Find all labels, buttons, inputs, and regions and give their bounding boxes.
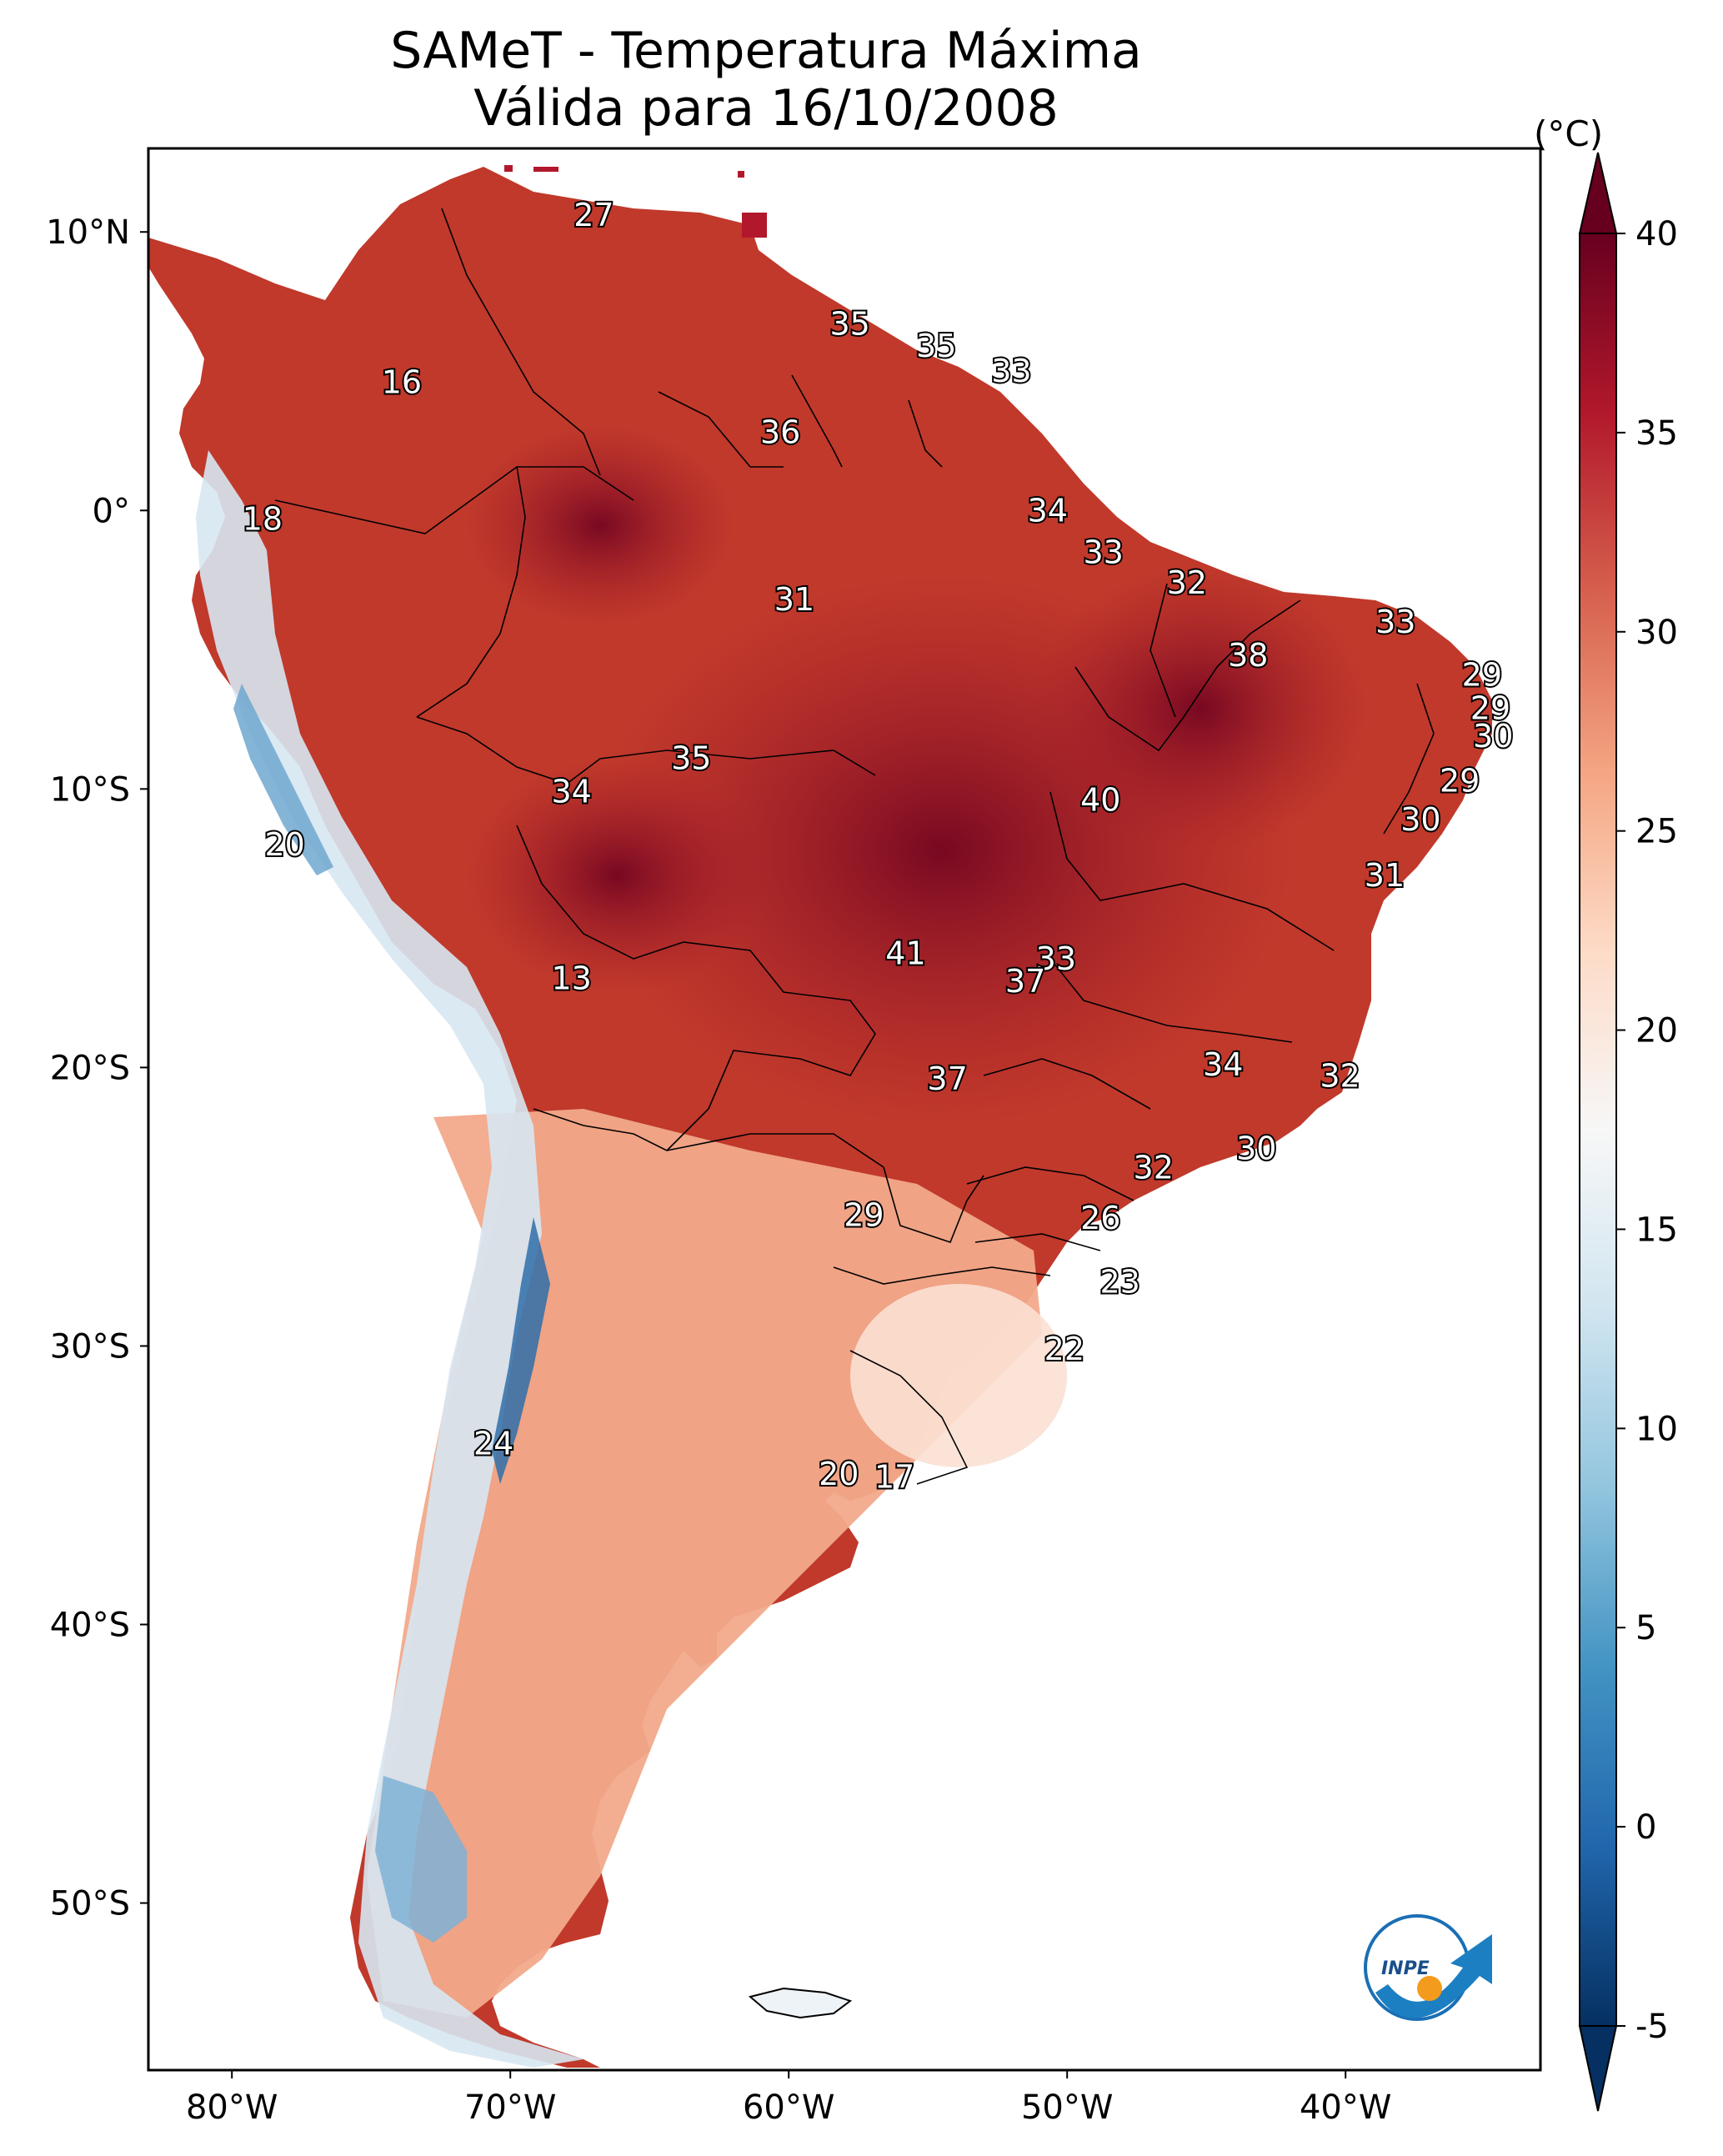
falkland-islands: [748, 1987, 853, 2019]
logo-text: INPE: [1381, 1958, 1430, 1979]
hot-region-amazon: [467, 425, 734, 625]
temperature-value-label: 34: [552, 774, 592, 810]
temperature-value-label: 30: [1473, 718, 1513, 755]
temperature-value-label: 33: [991, 353, 1031, 389]
temperature-value-label: 16: [382, 364, 422, 401]
temperature-value-label: 32: [1320, 1057, 1360, 1094]
colorbar-body: [1579, 233, 1617, 2027]
patagonia-cold: [375, 1776, 467, 1943]
temperature-value-label: 40: [1080, 782, 1120, 819]
colorbar: (°C) 40 35 30 25 20 15 10 5 0 -5: [1534, 113, 1678, 2112]
colorbar-tick-label: 10: [1635, 1410, 1678, 1448]
temperature-value-label: 30: [1236, 1130, 1276, 1166]
island-curacao: [533, 167, 558, 172]
hot-region-northeast: [1034, 567, 1367, 850]
map-title: SAMeT - Temperatura Máxima: [390, 22, 1142, 80]
temperature-value-label: 29: [844, 1196, 884, 1233]
temperature-value-label: 29: [1470, 689, 1510, 726]
y-tick-label: 10°N: [46, 213, 130, 252]
temperature-value-label: 22: [1044, 1331, 1084, 1367]
temperature-value-label: 33: [1036, 940, 1076, 977]
temperature-value-label: 35: [830, 305, 870, 342]
temperature-value-label: 31: [774, 581, 814, 618]
inpe-logo: INPE: [1364, 1914, 1492, 2021]
temperature-value-label: 20: [819, 1456, 859, 1492]
colorbar-tick-label: 30: [1635, 614, 1678, 652]
colorbar-tick-label: 20: [1635, 1012, 1678, 1050]
cool-region-uruguay: [850, 1284, 1067, 1467]
andes-cool-strip: [196, 450, 584, 2068]
map-frame: [147, 147, 1542, 2072]
colorbar-ticks: 40 35 30 25 20 15 10 5 0 -5: [1616, 215, 1678, 2046]
colorbar-tick-label: 15: [1635, 1211, 1678, 1249]
colorbar-max-extend-arrow: [1578, 152, 1618, 234]
y-tick-label: 10°S: [50, 770, 130, 809]
colorbar-unit: (°C): [1534, 113, 1603, 154]
y-tick-label: 20°S: [50, 1049, 130, 1087]
y-tick-label: 50°S: [50, 1885, 130, 1923]
temperature-value-label: 32: [1167, 564, 1207, 601]
temperature-value-label: 38: [1228, 637, 1268, 674]
x-tick-label: 70°W: [464, 2088, 556, 2127]
temperature-value-label: 36: [760, 414, 800, 451]
colorbar-tick-label: 35: [1635, 414, 1678, 453]
temperature-value-label: 26: [1080, 1200, 1120, 1236]
hot-region-bolivia: [467, 759, 767, 992]
temperature-value-label: 35: [916, 328, 956, 364]
logo-arrow-icon: [1375, 1934, 1492, 2018]
temperature-value-label: 27: [573, 197, 614, 233]
temperature-value-label: 24: [473, 1425, 513, 1462]
colorbar-tick-label: 5: [1635, 1609, 1656, 1647]
colorbar-min-extend-arrow: [1578, 2025, 1618, 2112]
temperature-value-label: 35: [671, 740, 711, 777]
temperature-value-label: 32: [1134, 1150, 1174, 1186]
colorbar-tick-label: 40: [1635, 215, 1678, 253]
y-tick-label: 40°S: [50, 1607, 130, 1645]
temperature-value-label: 20: [264, 826, 304, 863]
temperature-value-label: 13: [552, 960, 592, 996]
temperature-value-label: 34: [1028, 492, 1068, 529]
island-trinidad: [742, 213, 767, 238]
x-axis-ticks: 80°W 70°W 60°W 50°W 40°W: [186, 2070, 1391, 2127]
y-tick-label: 0°: [93, 492, 130, 530]
island-aruba: [504, 165, 513, 172]
temperature-value-label: 33: [1375, 604, 1415, 640]
island-grenada: [738, 171, 744, 178]
colorbar-tick-label: -5: [1635, 2008, 1669, 2046]
temperature-value-label: 33: [1083, 534, 1123, 570]
temperature-value-label: 29: [1440, 762, 1480, 799]
temperature-value-label: 29: [1462, 656, 1502, 693]
y-axis-ticks: 10°N 0° 10°S 20°S 30°S 40°S 50°S: [46, 213, 148, 1923]
x-tick-label: 60°W: [743, 2088, 834, 2127]
andes-chile-cold: [492, 1217, 550, 1484]
temperature-value-label: 30: [1400, 801, 1440, 838]
x-tick-label: 50°W: [1021, 2088, 1113, 2127]
y-tick-label: 30°S: [50, 1327, 130, 1366]
map-subtitle: Válida para 16/10/2008: [473, 79, 1059, 138]
temperature-value-label: 17: [874, 1458, 914, 1495]
x-tick-label: 40°W: [1300, 2088, 1391, 2127]
temperature-value-label: 18: [243, 500, 283, 537]
logo-sun-icon: [1417, 1976, 1442, 2001]
temperature-value-label: 37: [1005, 963, 1045, 1000]
temperature-value-label: 23: [1099, 1264, 1139, 1301]
colorbar-tick-label: 25: [1635, 813, 1678, 851]
temperature-value-label: 31: [1365, 857, 1405, 894]
x-tick-label: 80°W: [186, 2088, 278, 2127]
colorbar-tick-label: 0: [1635, 1808, 1656, 1847]
temperature-value-label: 41: [885, 935, 925, 971]
land-temperature-field: [148, 165, 1492, 2068]
andes-peru-cold: [233, 684, 333, 875]
temperature-value-label: 34: [1203, 1046, 1243, 1083]
temperature-value-label: 37: [927, 1060, 967, 1097]
country-borders: [274, 208, 1435, 1485]
